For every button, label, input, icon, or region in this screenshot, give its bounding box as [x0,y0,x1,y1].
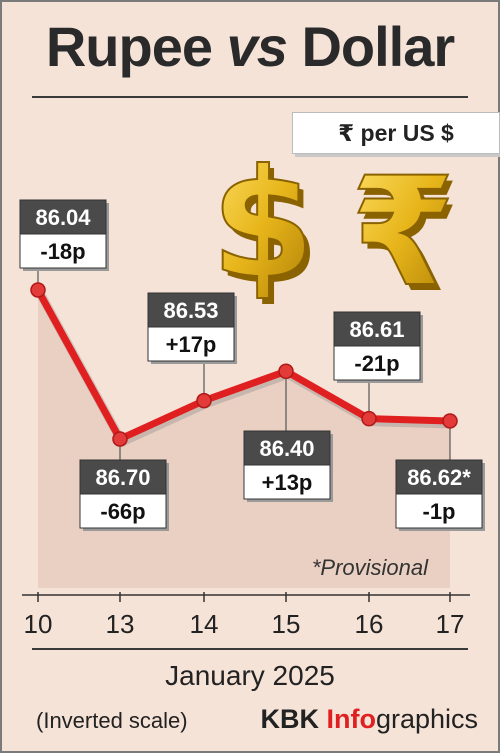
value-box [147,292,235,328]
change-box [19,233,107,269]
credit-graphics: graphics [375,704,478,734]
change-label: -66p [100,499,145,524]
value-label: 86.53 [163,298,218,323]
rupee-symbol-face: ₹ [351,146,455,320]
dollar-symbol-icon: $ [216,144,320,318]
x-tick-label: 14 [190,609,219,639]
change-label: -21p [354,351,399,376]
title-word-vs: vs [226,15,288,78]
value-label: 86.61 [349,317,404,342]
currency-symbols-icon: $ $ ₹ ₹ [210,137,460,326]
change-label: +13p [262,470,313,495]
x-tick-label: 10 [24,609,53,639]
value-box [79,459,167,495]
unit-label: ₹ per US $ [292,112,500,154]
inverted-scale-note: (Inverted scale) [36,708,188,733]
value-box [333,311,421,347]
x-tick-label: 16 [355,609,384,639]
bottom-divider [32,648,468,650]
value-box [243,430,331,466]
credit-logo: KBK Infographics [260,704,478,735]
value-label: 86.04 [35,205,91,230]
x-tick-label: 13 [106,609,135,639]
top-divider [32,96,468,98]
x-axis-title: January 2025 [165,660,335,691]
title-word-rupee: Rupee [45,15,213,78]
data-point [112,431,128,447]
rupee-symbol-icon: ₹ [356,152,460,326]
value-box [395,459,483,495]
chart-title: Rupee vs Dollar [0,14,500,79]
title-word-dollar: Dollar [301,15,455,78]
change-box [395,493,483,529]
x-tick-label: 17 [436,609,465,639]
series-line [34,288,451,443]
data-point [196,392,212,409]
credit-kbk: KBK [260,704,327,734]
change-label: -18p [40,239,85,264]
credit-info: Info [326,704,376,734]
value-label: 86.70 [95,465,150,490]
data-point [442,413,458,429]
value-label: 86.40 [259,436,314,461]
x-tick-label: 15 [272,609,301,639]
value-label: 86.62* [407,465,471,490]
change-label: +17p [166,332,217,357]
change-label: -1p [423,499,456,524]
change-box [243,464,331,500]
provisional-note: *Provisional [312,555,429,580]
data-point [30,282,46,298]
change-box [333,345,421,381]
data-point [278,363,294,380]
change-box [147,326,235,362]
change-box [79,493,167,529]
dollar-symbol-face: $ [211,138,315,312]
data-point [361,410,377,427]
value-box [19,199,107,235]
